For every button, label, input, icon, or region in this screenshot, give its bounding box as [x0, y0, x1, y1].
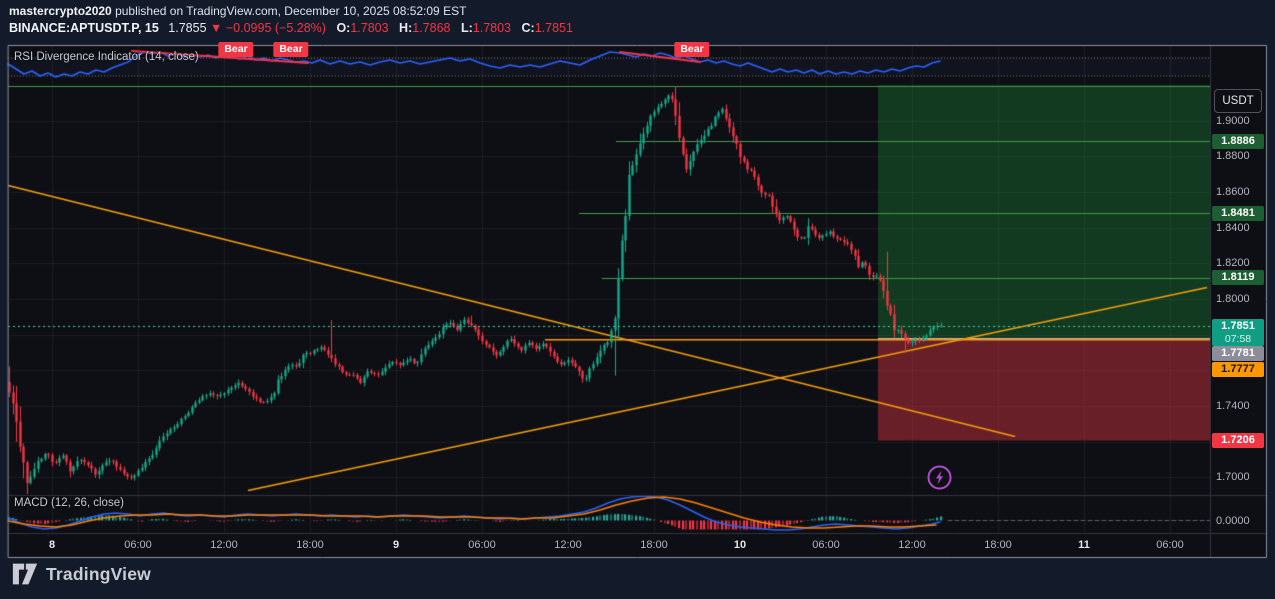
time-axis-label: 06:00: [812, 539, 840, 551]
price-axis-label: 1.8600: [1216, 185, 1250, 198]
low-label: L:: [460, 21, 473, 35]
time-axis-label: 18:00: [640, 539, 668, 551]
publish-info-text: published on TradingView.com, December 1…: [111, 4, 467, 18]
bear-divergence-marker: Bear: [218, 42, 254, 57]
close-value: 1.7851: [534, 21, 573, 35]
time-axis-label: 06:00: [1156, 539, 1184, 551]
time-axis-label: 06:00: [468, 539, 496, 551]
price-axis-label: 1.7400: [1216, 399, 1250, 412]
username-link[interactable]: mastercrypto2020: [9, 4, 112, 18]
price-change: −0.0995 (−5.28%): [225, 21, 326, 35]
time-axis-label: 12:00: [210, 539, 238, 551]
price-badge-level: 1.8119: [1212, 270, 1264, 286]
price-badge-stop: 1.7206: [1212, 432, 1264, 448]
direction-down-icon: ▼: [210, 21, 223, 35]
open-label: O:: [336, 21, 351, 35]
price-badge-alert: 1.7777: [1212, 361, 1264, 377]
time-axis-label: 18:00: [984, 539, 1012, 551]
price-axis-label: 1.7000: [1216, 471, 1250, 484]
time-axis-label: 18:00: [296, 539, 324, 551]
bear-divergence-marker: Bear: [273, 42, 309, 57]
tradingview-logo-icon: [12, 563, 38, 585]
price-axis-label: 1.8200: [1216, 257, 1250, 270]
price-badge-entry: 1.7781: [1212, 345, 1264, 361]
price-badge-level: 1.8481: [1212, 205, 1264, 221]
symbol-info-line: BINANCE:APTUSDT.P, 15 1.7855 ▼ −0.0995 (…: [9, 21, 573, 35]
publish-info-line: mastercrypto2020 published on TradingVie…: [9, 4, 466, 18]
time-axis-label: 12:00: [554, 539, 582, 551]
bar-countdown: 07:58: [1224, 332, 1252, 345]
price-badge-last: 1.7851 07:58: [1212, 318, 1264, 346]
symbol-title: BINANCE:APTUSDT.P, 15: [9, 21, 159, 35]
price-axis-label: 1.8800: [1216, 150, 1250, 163]
macd-indicator-label: MACD (12, 26, close): [14, 497, 124, 509]
bear-divergence-marker: Bear: [674, 42, 710, 57]
tradingview-wordmark: TradingView: [46, 563, 151, 584]
macd-zero-axis-label: 0.0000: [1216, 514, 1250, 527]
price-axis-label: 1.8000: [1216, 292, 1250, 305]
time-axis-label: 06:00: [124, 539, 152, 551]
price-badge-level: 1.8886: [1212, 133, 1264, 149]
price-axis-label: 1.9000: [1216, 114, 1250, 127]
tradingview-logo-link[interactable]: TradingView: [12, 562, 151, 586]
time-axis-label: 12:00: [898, 539, 926, 551]
close-label: C:: [521, 21, 535, 35]
low-value: 1.7803: [472, 21, 512, 35]
time-axis-label: 8: [48, 539, 56, 551]
time-axis-label: 11: [1078, 539, 1090, 551]
high-label: H:: [399, 21, 413, 35]
last-price-value: 1.7855: [168, 21, 207, 35]
lightning-icon: [927, 465, 952, 490]
time-axis-label: 10: [733, 539, 747, 551]
time-axis-label: 9: [392, 539, 400, 551]
currency-toggle-button[interactable]: USDT: [1214, 89, 1262, 113]
open-value: 1.7803: [350, 21, 389, 35]
rsi-indicator-label: RSI Divergence Indicator (14, close): [14, 51, 199, 63]
high-value: 1.7868: [412, 21, 451, 35]
price-axis-label: 1.8400: [1216, 221, 1250, 234]
